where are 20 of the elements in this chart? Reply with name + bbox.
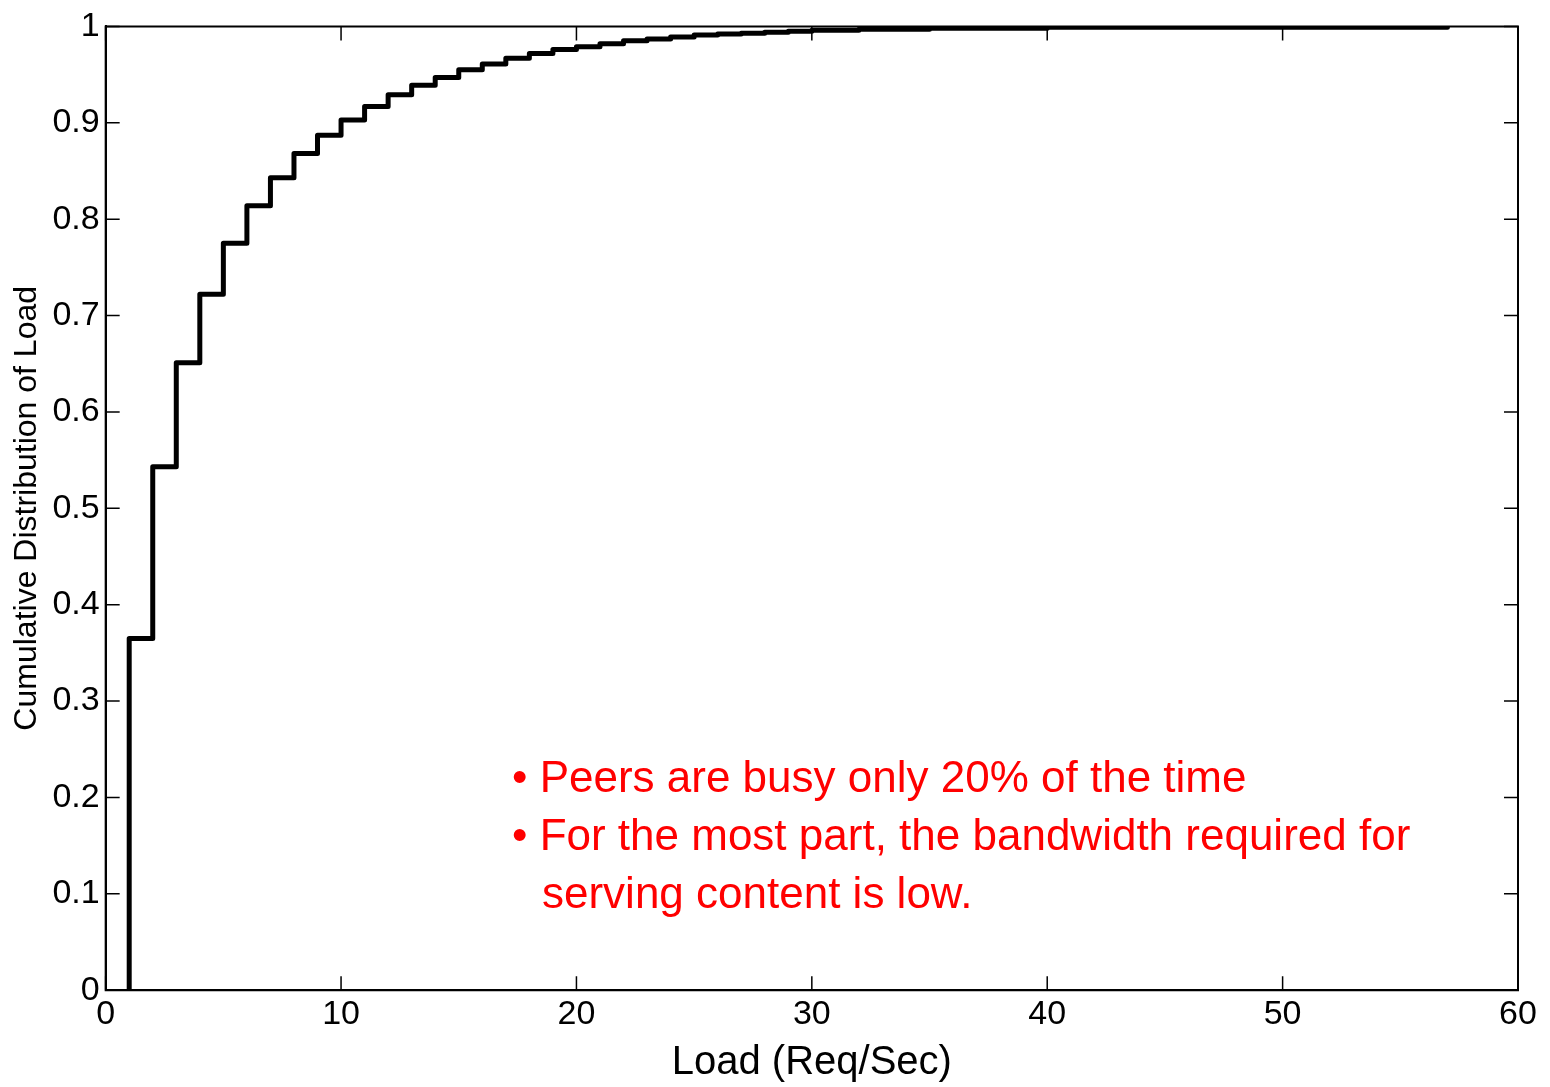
y-tick-label: 0.5: [52, 486, 100, 525]
y-tick-label: 0.1: [52, 872, 100, 911]
x-tick-label: 60: [1499, 992, 1537, 1031]
y-axis-title: Cumulative Distribution of Load: [7, 285, 44, 731]
y-tick-label: 0.2: [52, 775, 100, 814]
y-tick-label: 0.3: [52, 679, 100, 718]
y-tick-label: 0.6: [52, 390, 100, 429]
y-tick-label: 0.8: [52, 197, 100, 236]
x-tick-label: 40: [1028, 992, 1067, 1031]
annotation: • For the most part, the bandwidth required for serving content is low.: [512, 809, 1412, 919]
y-tick-label: 1: [80, 4, 100, 43]
y-tick-label: 0.7: [52, 293, 100, 332]
x-tick-label: 20: [557, 992, 596, 1031]
y-tick-label: 0.4: [52, 583, 100, 622]
x-axis-title: Load (Req/Sec): [671, 1038, 952, 1083]
x-tick-label: 10: [322, 992, 360, 1031]
x-tick-label: 50: [1263, 992, 1302, 1031]
x-tick-label: 30: [792, 992, 831, 1031]
y-tick-label: 0.9: [52, 101, 100, 140]
annotation: • Peers are busy only 20% of the time: [512, 751, 1248, 803]
